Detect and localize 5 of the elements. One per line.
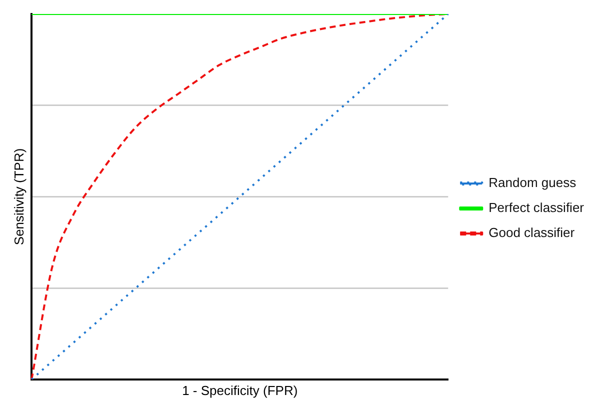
legend-label: Random guess <box>488 175 577 190</box>
x-axis-title: 1 - Specificity (FPR) <box>182 382 298 398</box>
legend-label: Good classifier <box>488 225 576 240</box>
legend-label: Perfect classifier <box>488 200 585 216</box>
y-axis-title: Sensitivity (TPR) <box>11 148 26 246</box>
